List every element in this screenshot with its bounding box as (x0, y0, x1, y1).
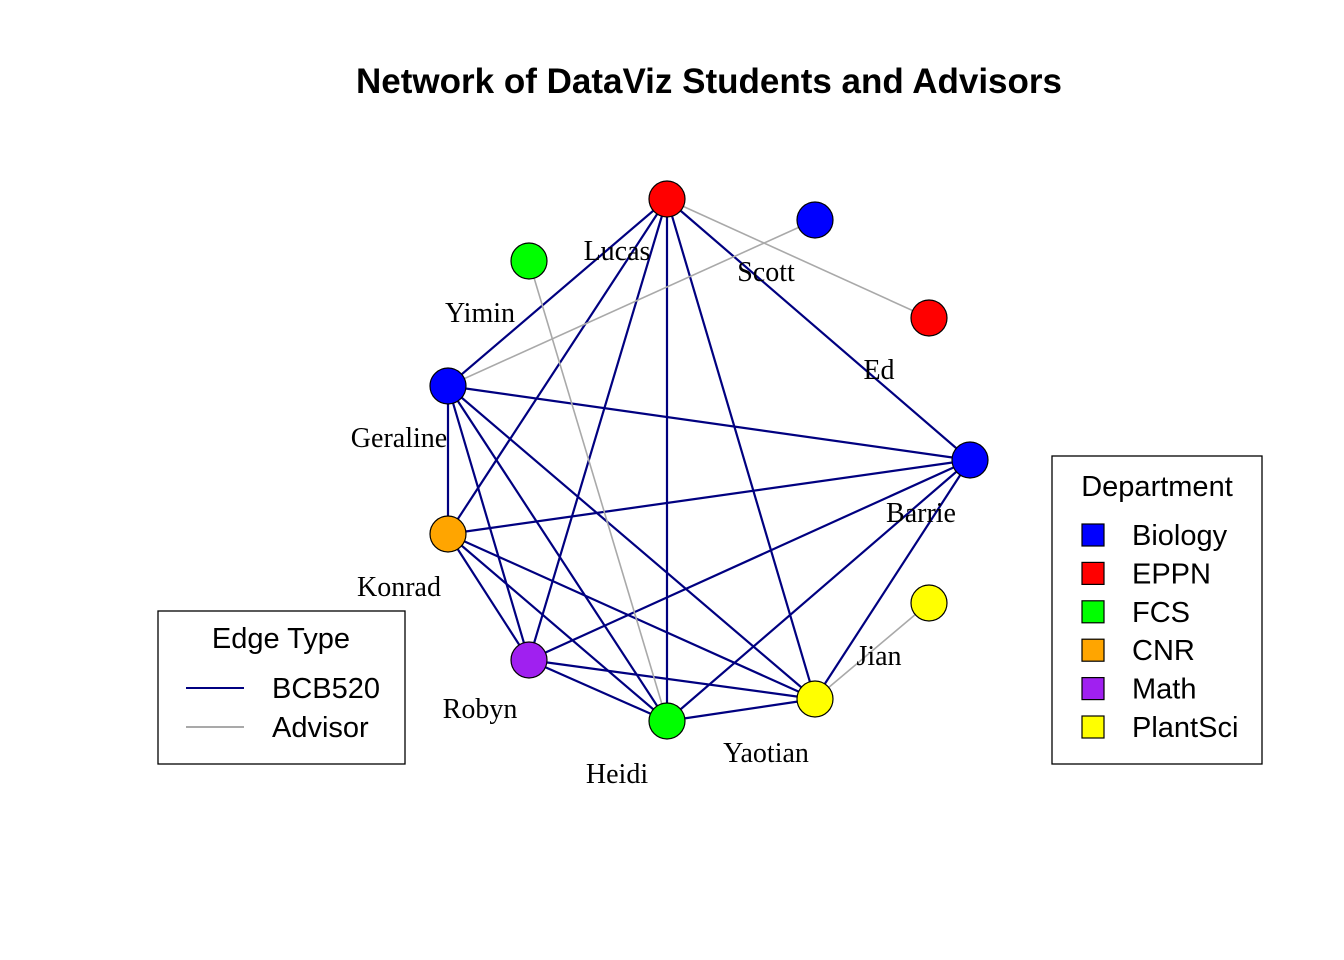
legend-edge-type-title: Edge Type (212, 623, 350, 655)
edge-robyn-barrie (528, 458, 971, 662)
legend-edge-label-advisor: Advisor (272, 712, 369, 744)
legend-department-swatch-math (1081, 676, 1105, 701)
edge-yaotian-jian (814, 602, 930, 700)
labels-layer: Lucas Scott Ed Barrie Jian Yaotian Heidi Robyn K… (351, 236, 956, 790)
node-jian (910, 584, 948, 622)
legend-department-title: Department (1081, 471, 1233, 503)
node-yimin (510, 242, 548, 280)
edge-geraline-scott (447, 219, 816, 387)
edge-lucas-ed (666, 198, 930, 319)
legend-department-swatch-eppn (1081, 561, 1105, 586)
nodes-layer (429, 180, 989, 740)
legend-department-swatch-fcs (1081, 600, 1105, 624)
edge-konrad-robyn (447, 533, 530, 661)
legend-department-label-math: Math (1132, 674, 1196, 706)
edge-konrad-heidi (447, 533, 668, 722)
node-label-konrad: Konrad (357, 572, 441, 603)
node-lucas (648, 180, 686, 218)
node-label-robyn: Robyn (443, 694, 518, 725)
edge-lucas-robyn (527, 198, 669, 661)
node-label-lucas: Lucas (584, 236, 651, 267)
legend-department-label-fcs: FCS (1132, 597, 1190, 629)
node-label-yaotian: Yaotian (723, 738, 809, 769)
legend-edge-type: Edge Type BCB520 Advisor (157, 610, 406, 765)
edge-geraline-barrie (447, 384, 971, 462)
edge-heidi-yaotian (666, 697, 816, 723)
edge-yimin-heidi (528, 260, 668, 722)
edge-lucas-konrad (447, 198, 668, 535)
edge-geraline-robyn (446, 385, 531, 661)
node-heidi (648, 702, 686, 740)
edge-lucas-barrie (666, 198, 971, 461)
node-barrie (951, 441, 989, 479)
diagram-title: Network of DataViz Students and Advisors (356, 62, 1062, 101)
legend-department-label-eppn: EPPN (1132, 558, 1211, 590)
node-label-scott: Scott (737, 257, 795, 288)
node-ed (910, 299, 948, 337)
node-geraline (429, 367, 467, 405)
legend-edge-label-bcb520: BCB520 (272, 673, 380, 705)
node-label-heidi: Heidi (586, 759, 648, 790)
node-label-yimin: Yimin (445, 298, 515, 329)
edge-konrad-barrie (447, 458, 971, 536)
edges-layer (446, 198, 971, 723)
legend-department: Department Biology EPPN FCS CNR Math PlantSci (1051, 455, 1263, 765)
edge-geraline-heidi (447, 385, 668, 722)
edge-robyn-yaotian (528, 658, 816, 701)
legend-department-swatch-biology (1081, 523, 1105, 547)
edge-robyn-heidi (528, 658, 668, 723)
node-label-geraline: Geraline (351, 423, 447, 454)
edge-geraline-yaotian (447, 385, 816, 700)
node-label-jian: Jian (856, 641, 901, 672)
edge-konrad-yaotian (447, 532, 816, 701)
node-label-ed: Ed (863, 355, 894, 386)
edge-lucas-geraline (447, 198, 668, 387)
legend-department-label-cnr: CNR (1132, 635, 1195, 667)
node-konrad (429, 515, 467, 553)
node-robyn (510, 641, 548, 679)
legend-department-label-biology: Biology (1132, 520, 1228, 552)
node-yaotian (796, 680, 834, 718)
legend-department-label-plantsci: PlantSci (1132, 712, 1238, 744)
legend-department-swatch-plantsci (1081, 715, 1105, 739)
node-scott (796, 201, 834, 239)
node-label-barrie: Barrie (886, 498, 956, 529)
edge-heidi-barrie (666, 459, 971, 722)
edge-yaotian-barrie (814, 459, 971, 700)
legend-department-swatch-cnr (1081, 638, 1105, 662)
